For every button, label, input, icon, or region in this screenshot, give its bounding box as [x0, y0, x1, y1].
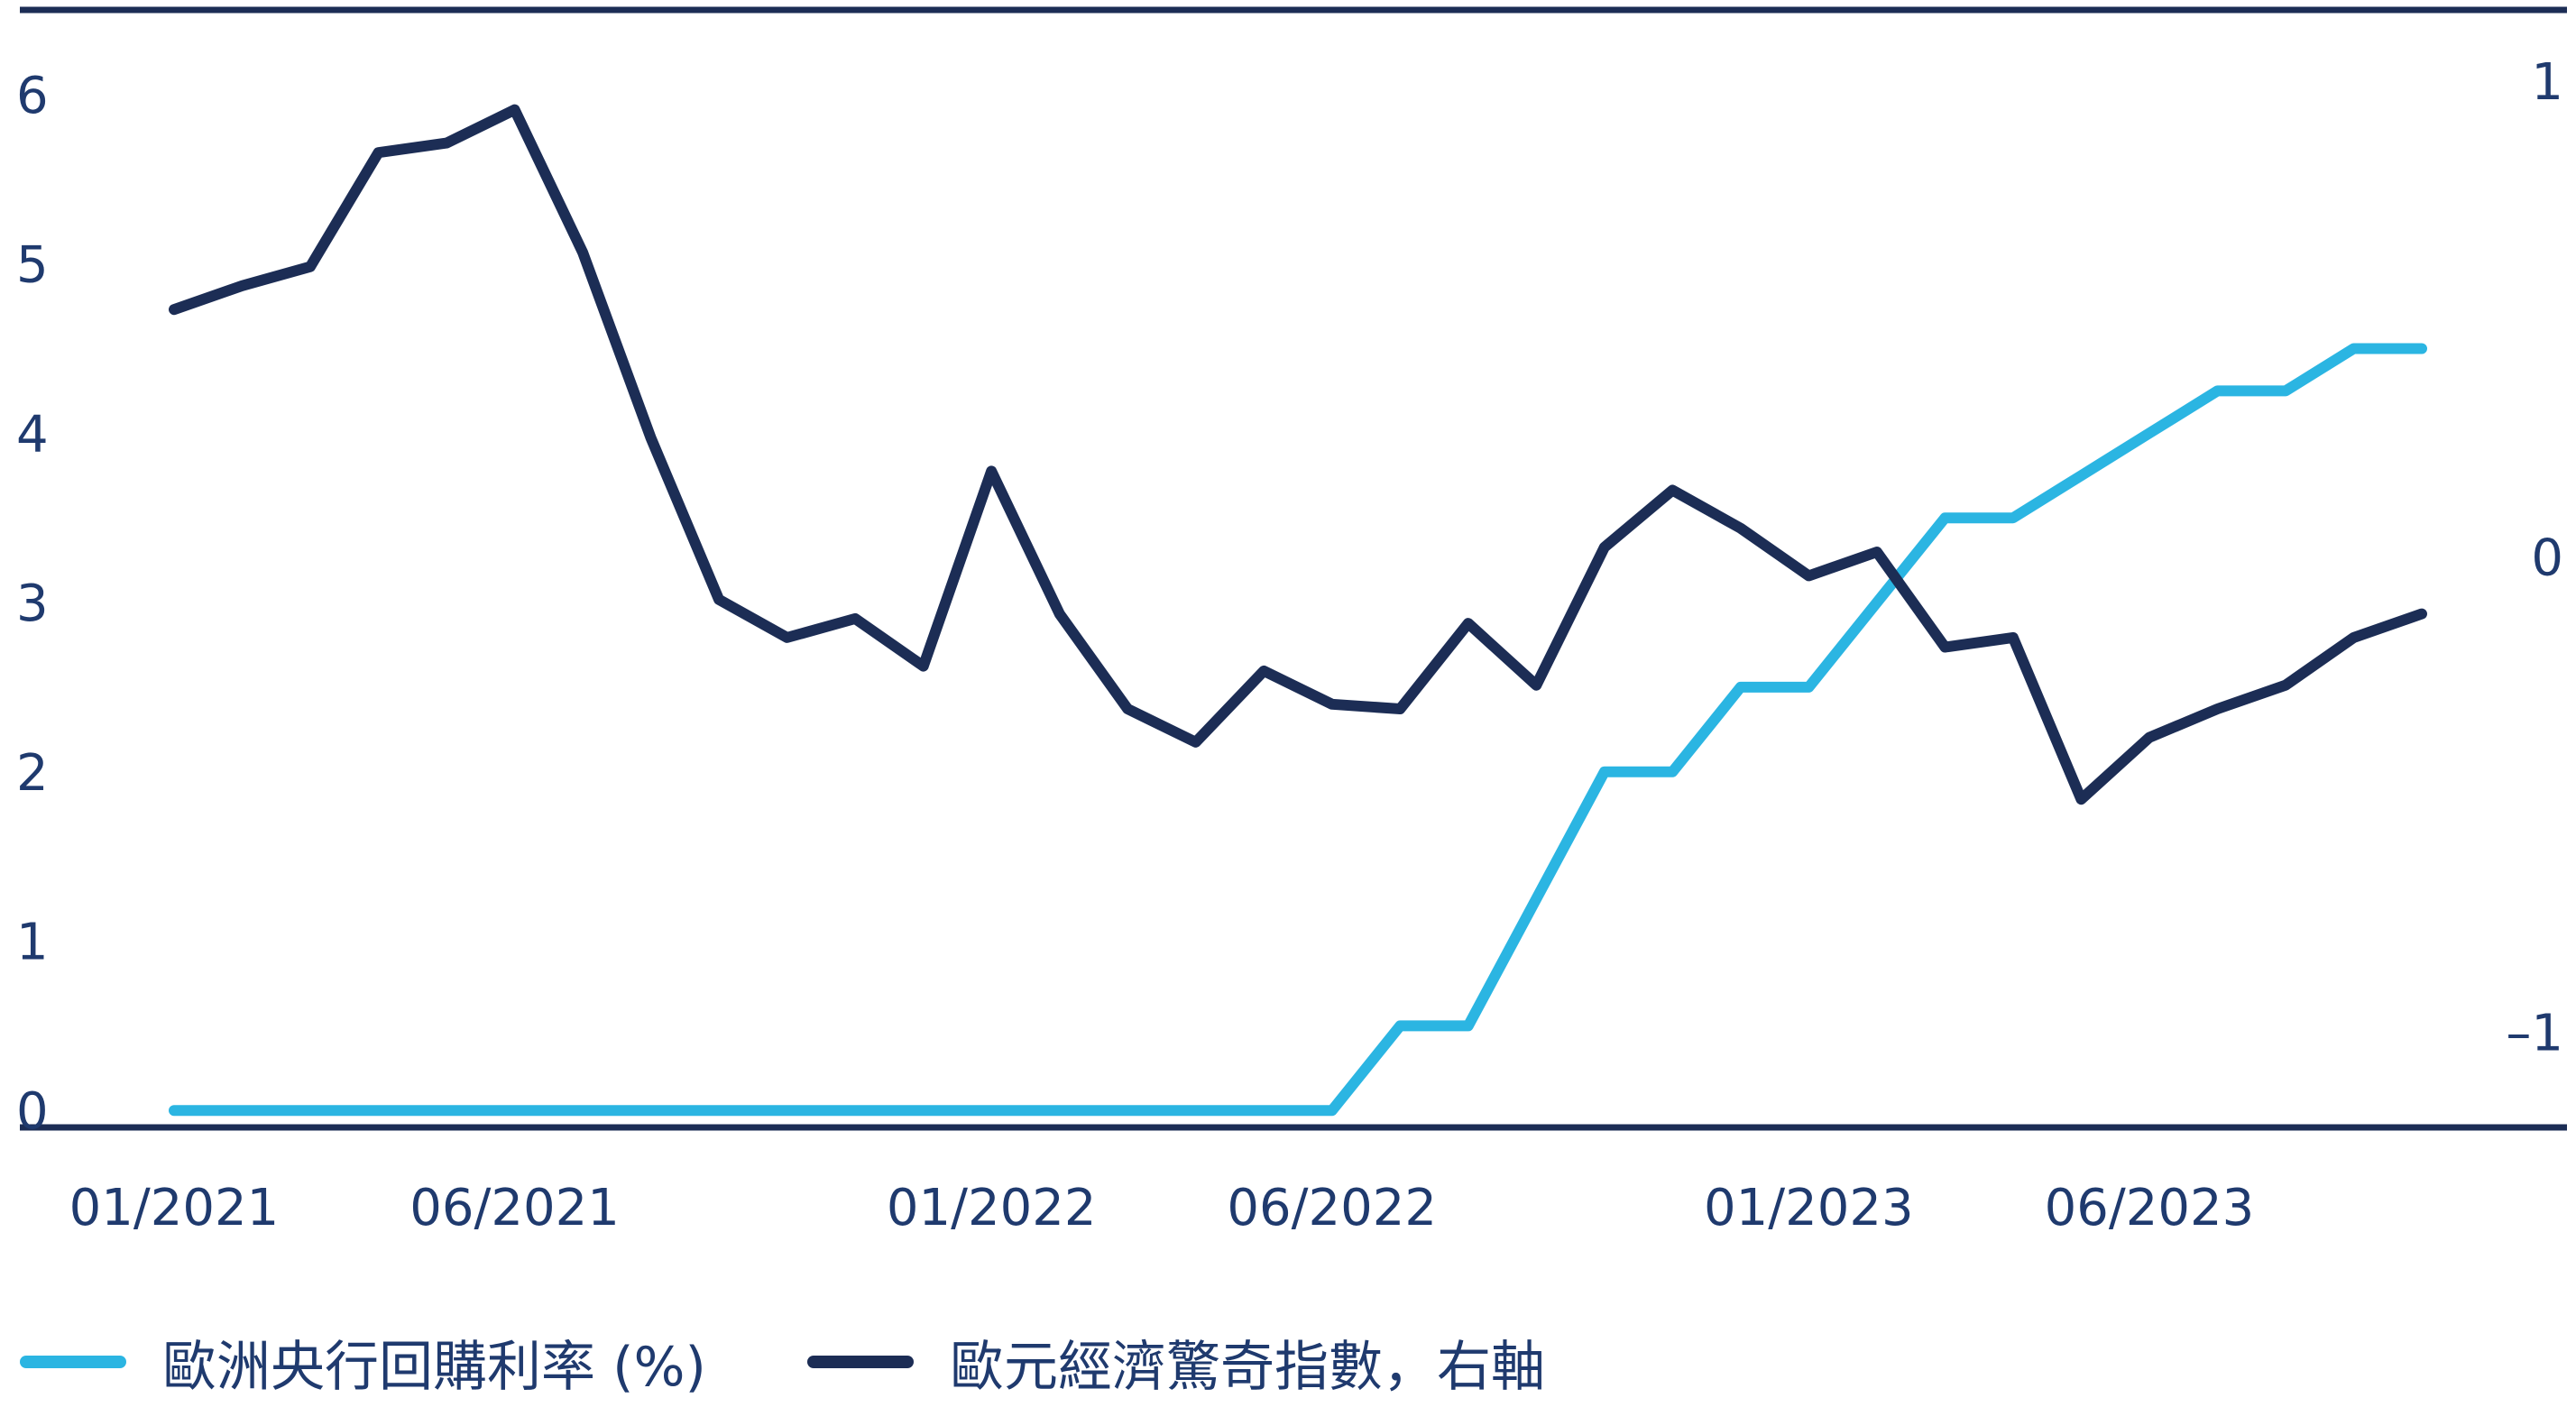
- chart: 0 1 2 3 4 5 6 –1 0 1 01/2021 06/2021 01/2022 06/202…: [16, 6, 2567, 1237]
- left-tick-label: 3: [16, 575, 49, 633]
- series-line-surprise-index: [169, 104, 2427, 805]
- x-tick-label: 01/2023: [1704, 1179, 1914, 1237]
- x-tick-label: 06/2022: [1227, 1179, 1437, 1237]
- right-tick-label: 1: [2531, 53, 2563, 112]
- legend: 歐洲央行回購利率 (%) 歐元經濟驚奇指數，右軸: [0, 1317, 2576, 1407]
- legend-item-repo-rate: 歐洲央行回購利率 (%): [20, 1317, 706, 1407]
- left-tick-label: 2: [16, 744, 49, 803]
- x-tick-label: 06/2021: [409, 1179, 620, 1237]
- series-line-repo-rate: [169, 343, 2427, 1117]
- legend-label-repo-rate: 歐洲央行回購利率 (%): [162, 1335, 706, 1399]
- left-tick-label: 6: [16, 67, 49, 125]
- legend-swatch-surprise-index: [807, 1356, 914, 1368]
- legend-label-surprise-index: 歐元經濟驚奇指數，右軸: [950, 1335, 1545, 1399]
- left-tick-label: 0: [16, 1082, 49, 1141]
- x-tick-label: 01/2022: [887, 1179, 1097, 1237]
- x-tick-label: 06/2023: [2045, 1179, 2255, 1237]
- left-tick-label: 1: [16, 914, 49, 972]
- right-tick-label: 0: [2531, 529, 2563, 587]
- series-lines: [169, 104, 2427, 1117]
- left-tick-label: 5: [16, 236, 49, 295]
- x-tick-label: 01/2021: [69, 1179, 280, 1237]
- legend-item-surprise-index: 歐元經濟驚奇指數，右軸: [807, 1317, 1545, 1407]
- left-tick-label: 4: [16, 405, 49, 464]
- legend-swatch-repo-rate: [20, 1356, 126, 1368]
- left-axis-ticks: 0 1 2 3 4 5 6: [16, 67, 49, 1141]
- x-axis-ticks: 01/2021 06/2021 01/2022 06/2022 01/2023 06/20…: [69, 1179, 2255, 1237]
- right-axis-ticks: –1 0 1: [2506, 53, 2563, 1062]
- right-tick-label: –1: [2506, 1005, 2563, 1063]
